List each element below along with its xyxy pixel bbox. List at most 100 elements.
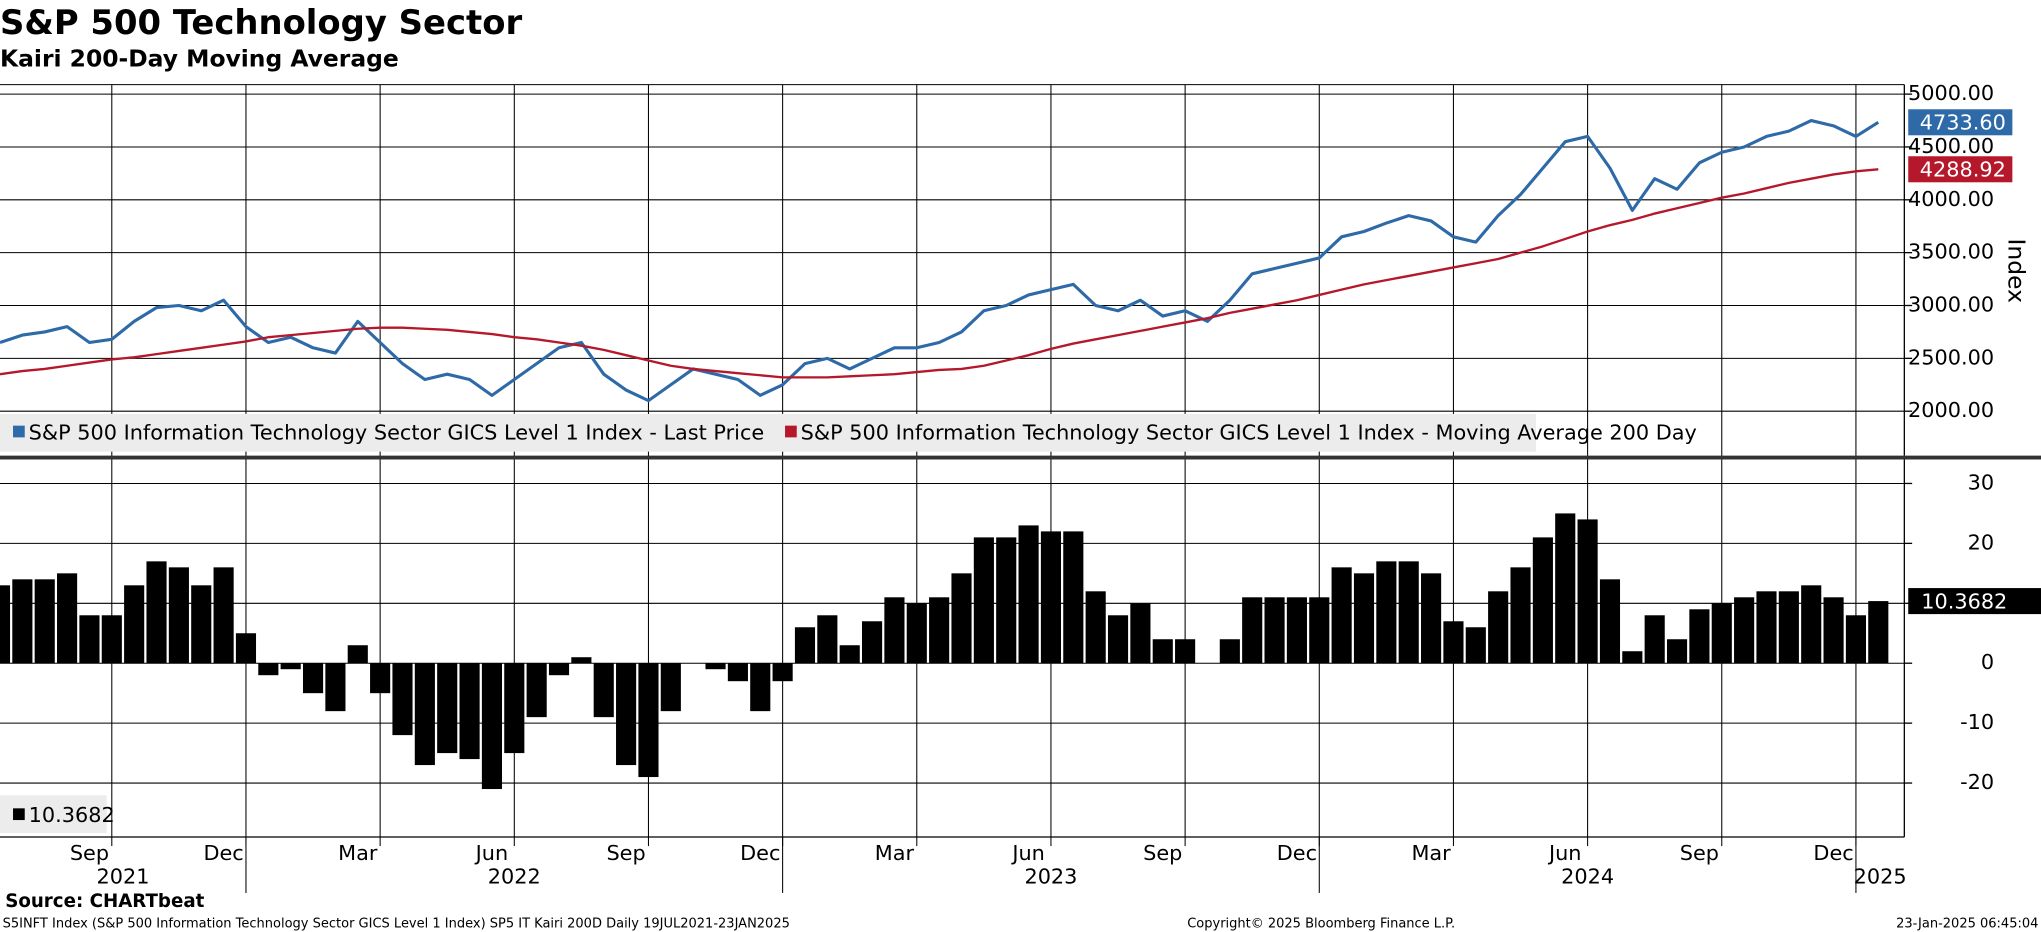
bar: [213, 567, 234, 664]
year-label: 2022: [488, 864, 541, 888]
last-value-label: 4733.60: [1920, 111, 2006, 135]
last-value-label: 4288.92: [1920, 158, 2006, 182]
bar: [660, 663, 681, 712]
legend-swatch: [13, 425, 25, 438]
legend-background: [0, 413, 1536, 452]
bar: [12, 579, 33, 664]
y-tick-label: 3500.00: [1908, 240, 1994, 264]
bar: [1756, 591, 1777, 664]
bar: [392, 663, 413, 736]
bar: [906, 603, 927, 664]
y-tick-label: 4000.00: [1908, 187, 1994, 211]
x-tick-label: Dec: [740, 841, 780, 865]
footer-right: 23-Jan-2025 06:45:04: [1896, 917, 2038, 932]
chart-subtitle: Kairi 200-Day Moving Average: [0, 44, 399, 72]
last-value-box: [1908, 588, 2041, 615]
x-tick-label: Sep: [1680, 841, 1719, 865]
bar: [370, 663, 391, 694]
bar: [1622, 651, 1643, 664]
bar: [1823, 597, 1844, 664]
bar: [1488, 591, 1509, 664]
bar: [548, 663, 570, 676]
y-tick-label: 2500.00: [1908, 345, 1994, 369]
bar: [1666, 639, 1688, 664]
bar: [750, 663, 771, 712]
bar: [1555, 513, 1576, 664]
chart-title: S&P 500 Technology Sector: [0, 3, 522, 42]
bar: [504, 663, 525, 754]
x-tick-label: Dec: [203, 841, 243, 865]
source: Source: CHARTbeat: [5, 891, 204, 912]
bar: [1152, 639, 1173, 664]
bar: [0, 585, 11, 664]
series-line: [0, 168, 1879, 379]
y-axis-label: Index: [2002, 239, 2030, 304]
last-value-label: 10.3682: [1921, 589, 2007, 613]
bar: [929, 597, 950, 664]
bar: [1331, 567, 1352, 664]
bar: [280, 663, 301, 670]
bar: [1577, 519, 1598, 664]
y-tick-label: -20: [1960, 770, 1994, 794]
bar: [1264, 597, 1285, 664]
bar: [884, 597, 905, 664]
bar: [1510, 567, 1531, 664]
x-tick-label: Mar: [875, 841, 915, 865]
x-tick-label: Jun: [474, 841, 509, 865]
bar: [1644, 615, 1665, 664]
bar: [1778, 591, 1799, 664]
year-label: 2025: [1854, 864, 1907, 888]
bar: [794, 627, 816, 664]
bar: [705, 663, 726, 670]
x-tick-label: Mar: [1411, 841, 1451, 865]
bar: [1018, 525, 1039, 664]
bar: [996, 537, 1017, 664]
bar: [347, 645, 368, 664]
bar: [1376, 561, 1397, 664]
x-tick-label: Jun: [1547, 841, 1582, 865]
last-value-box: [1908, 109, 2013, 136]
legend-swatch: [785, 425, 797, 438]
bar: [1242, 597, 1263, 664]
bar: [1868, 601, 1889, 664]
bar: [1085, 591, 1106, 664]
bar: [325, 663, 346, 712]
y-tick-label: -10: [1960, 710, 1994, 734]
y-tick-label: 3000.00: [1908, 293, 1994, 317]
bar: [168, 567, 189, 664]
bar: [571, 657, 592, 664]
x-tick-label: Sep: [1143, 841, 1182, 865]
bar: [437, 663, 458, 754]
bar: [1801, 585, 1822, 664]
bar: [191, 585, 212, 664]
bar: [1107, 615, 1129, 664]
last-value-box: [1908, 156, 2013, 183]
bar: [1040, 531, 1062, 664]
y-tick-label: 20: [1968, 530, 1994, 554]
bar: [638, 663, 659, 778]
bar: [1689, 609, 1710, 664]
legend-swatch: [13, 808, 25, 821]
bar: [616, 663, 637, 766]
footer-left: S5INFT Index (S&P 500 Information Techno…: [3, 917, 790, 932]
series-line: [0, 118, 1880, 403]
bar: [1130, 603, 1151, 664]
bar: [146, 561, 167, 664]
legend-label: 10.3682: [29, 803, 115, 827]
x-tick-label: Sep: [70, 841, 109, 865]
bar: [481, 663, 502, 790]
bar: [973, 537, 994, 664]
bar: [459, 663, 480, 760]
bar: [593, 663, 614, 718]
y-tick-label: 30: [1968, 470, 1994, 494]
x-tick-label: Jun: [1010, 841, 1045, 865]
bar: [772, 663, 793, 682]
bar: [839, 645, 860, 664]
y-tick-label: 4500.00: [1908, 134, 1994, 158]
legend-label: S&P 500 Information Technology Sector GI…: [801, 420, 1697, 444]
bar: [57, 573, 78, 664]
bar: [258, 663, 279, 676]
footer-center: Copyright© 2025 Bloomberg Finance L.P.: [1187, 917, 1455, 932]
